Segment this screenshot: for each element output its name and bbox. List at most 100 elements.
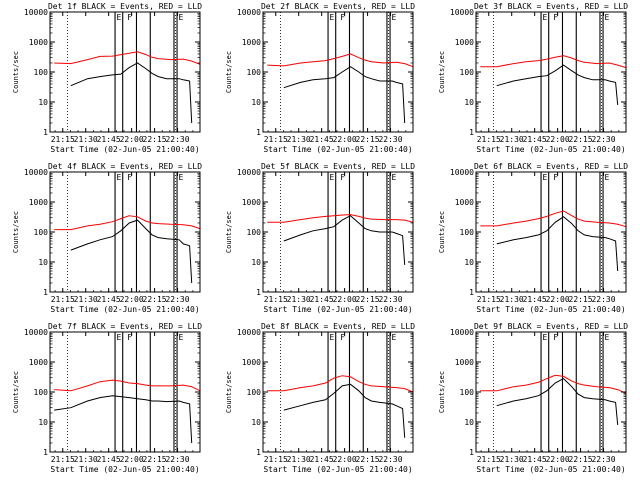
x-tick-label: 22:15 — [143, 455, 167, 464]
interval-marker-label: F — [340, 13, 345, 22]
x-axis-label: Start Time (02-Jun-05 21:00:40) — [476, 465, 625, 474]
chart-title: Det 3f BLACK = Events, RED = LLD — [474, 2, 628, 11]
x-tick-label: 21:45 — [97, 135, 121, 144]
interval-marker-label: E — [605, 13, 610, 22]
interval-marker-label: E — [392, 173, 397, 182]
lld-series-line — [54, 379, 201, 392]
x-tick-label: 21:15 — [264, 135, 288, 144]
lld-series-line — [480, 55, 627, 69]
events-series-line — [496, 64, 619, 105]
interval-marker-label: E — [117, 333, 122, 342]
x-tick-label: 22:15 — [356, 455, 380, 464]
x-tick-label: 22:00 — [120, 135, 144, 144]
x-tick-label: 21:15 — [51, 135, 75, 144]
x-tick-label: 21:30 — [287, 455, 311, 464]
y-tick-label: 1000 — [242, 358, 261, 367]
x-tick-label: 21:45 — [310, 295, 334, 304]
x-tick-label: 22:00 — [333, 455, 357, 464]
y-tick-label: 10 — [38, 258, 48, 267]
y-tick-label: 10000 — [24, 8, 48, 17]
y-tick-label: 10000 — [237, 168, 261, 177]
y-tick-label: 1000 — [29, 38, 48, 47]
x-tick-label: 21:45 — [523, 295, 547, 304]
lld-series-line — [267, 53, 414, 68]
x-tick-label: 22:30 — [591, 455, 615, 464]
lld-series-line — [267, 214, 414, 223]
x-tick-label: 22:00 — [120, 295, 144, 304]
y-axis-label: Counts/sec — [225, 371, 233, 413]
interval-marker-label: F — [553, 173, 558, 182]
interval-marker-label: F — [340, 333, 345, 342]
lld-series-line — [54, 215, 201, 231]
interval-marker-label: F — [127, 333, 132, 342]
chart-title: Det 9f BLACK = Events, RED = LLD — [474, 322, 628, 331]
x-tick-label: 21:30 — [74, 455, 98, 464]
events-series-line — [70, 219, 193, 284]
y-tick-label: 1 — [469, 448, 474, 457]
x-tick-label: 22:15 — [356, 135, 380, 144]
x-tick-label: 22:15 — [569, 455, 593, 464]
y-tick-label: 1000 — [29, 198, 48, 207]
y-tick-label: 100 — [247, 388, 262, 397]
y-tick-label: 10 — [464, 258, 474, 267]
interval-marker-label: F — [127, 173, 132, 182]
x-tick-label: 22:30 — [378, 455, 402, 464]
events-series-line — [496, 377, 619, 425]
x-tick-label: 21:45 — [97, 295, 121, 304]
y-tick-label: 1 — [43, 288, 48, 297]
x-tick-label: 21:30 — [287, 135, 311, 144]
interval-marker-label: E — [543, 333, 548, 342]
interval-marker-label: F — [553, 333, 558, 342]
x-tick-label: 21:15 — [51, 295, 75, 304]
x-axis-label: Start Time (02-Jun-05 21:00:40) — [263, 305, 412, 314]
x-tick-label: 22:15 — [143, 135, 167, 144]
y-axis-label: Counts/sec — [438, 211, 446, 253]
chart-title: Det 1f BLACK = Events, RED = LLD — [48, 2, 202, 11]
y-tick-label: 10000 — [450, 328, 474, 337]
interval-marker-label: E — [179, 333, 184, 342]
x-tick-label: 21:30 — [74, 295, 98, 304]
y-tick-label: 100 — [34, 68, 49, 77]
y-tick-label: 10000 — [24, 168, 48, 177]
y-tick-label: 1000 — [455, 38, 474, 47]
y-axis-label: Counts/sec — [438, 51, 446, 93]
events-series-line — [496, 216, 619, 272]
interval-marker-label: E — [543, 13, 548, 22]
y-axis-label: Counts/sec — [438, 371, 446, 413]
interval-marker-label: E — [179, 13, 184, 22]
y-tick-label: 100 — [247, 68, 262, 77]
lld-series-line — [54, 51, 201, 65]
interval-marker-label: E — [605, 333, 610, 342]
interval-marker-label: E — [392, 13, 397, 22]
x-tick-label: 21:30 — [74, 135, 98, 144]
y-tick-label: 100 — [247, 228, 262, 237]
x-tick-label: 22:00 — [333, 295, 357, 304]
chart-title: Det 4f BLACK = Events, RED = LLD — [48, 162, 202, 171]
y-tick-label: 100 — [460, 388, 475, 397]
y-axis-label: Counts/sec — [12, 51, 20, 93]
y-tick-label: 10000 — [450, 8, 474, 17]
x-tick-label: 22:15 — [569, 135, 593, 144]
x-axis-label: Start Time (02-Jun-05 21:00:40) — [476, 145, 625, 154]
x-tick-label: 21:45 — [523, 135, 547, 144]
interval-marker-label: E — [605, 173, 610, 182]
y-tick-label: 1000 — [242, 38, 261, 47]
lld-series-line — [480, 374, 627, 394]
events-series-line — [70, 62, 193, 124]
x-tick-label: 21:15 — [51, 455, 75, 464]
y-tick-label: 10 — [464, 98, 474, 107]
x-tick-label: 21:30 — [500, 135, 524, 144]
x-tick-label: 21:15 — [264, 295, 288, 304]
events-series-line — [283, 383, 406, 438]
y-tick-label: 100 — [460, 228, 475, 237]
y-tick-label: 100 — [34, 388, 49, 397]
x-axis-label: Start Time (02-Jun-05 21:00:40) — [476, 305, 625, 314]
y-tick-label: 100 — [34, 228, 49, 237]
x-tick-label: 22:30 — [378, 135, 402, 144]
y-tick-label: 100 — [460, 68, 475, 77]
